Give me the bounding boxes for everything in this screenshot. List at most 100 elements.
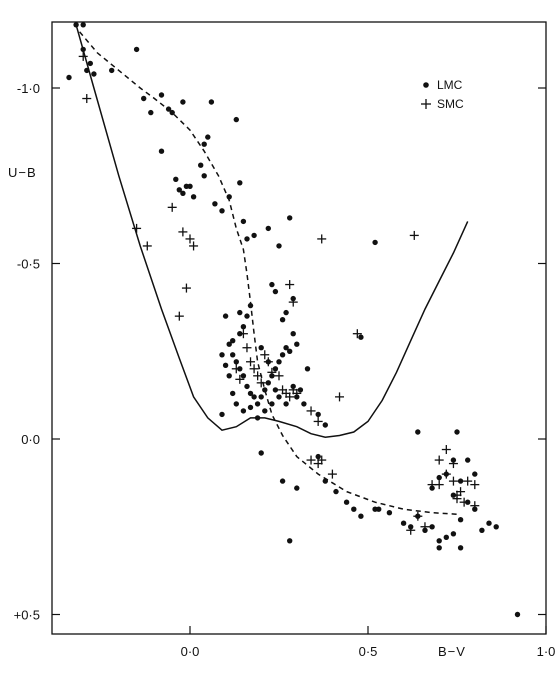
lmc-point <box>279 352 286 358</box>
smc-point <box>189 241 199 251</box>
lmc-point <box>279 317 286 323</box>
lmc-point <box>358 334 364 340</box>
lmc-point <box>226 341 232 347</box>
smc-point <box>352 329 362 339</box>
lmc-point <box>493 524 499 530</box>
lmc-point <box>73 22 79 28</box>
lmc-point <box>269 401 275 407</box>
lmc-point <box>315 411 321 418</box>
lmc-point <box>443 534 449 540</box>
lmc-point <box>109 67 115 74</box>
lmc-point <box>454 429 460 435</box>
lmc-point <box>237 309 243 316</box>
lmc-point <box>244 383 250 390</box>
lmc-point <box>87 60 94 67</box>
smc-point <box>413 511 423 521</box>
y-tick-label: +0·5 <box>14 608 40 623</box>
lmc-point <box>226 373 232 379</box>
smc-point <box>178 227 188 237</box>
smc-point <box>82 94 92 104</box>
lmc-point <box>198 162 204 168</box>
legend-lmc-marker <box>423 82 429 88</box>
lmc-point <box>230 390 236 397</box>
lmc-point <box>429 524 435 530</box>
lmc-point <box>254 415 261 421</box>
marks-layer <box>66 22 521 618</box>
lmc-point <box>315 453 321 460</box>
lmc-point <box>262 408 268 414</box>
lmc-point <box>283 309 289 316</box>
lmc-point <box>358 513 364 519</box>
lmc-point <box>279 478 286 484</box>
dashed-curve <box>79 31 461 516</box>
lmc-point <box>201 173 207 179</box>
lmc-point <box>230 352 236 358</box>
lmc-point <box>251 394 257 400</box>
smc-point <box>267 367 277 377</box>
lmc-point <box>457 478 464 484</box>
lmc-point <box>254 401 261 407</box>
lmc-point <box>187 183 193 189</box>
legend: LMC SMC <box>421 78 464 111</box>
lmc-point <box>180 190 186 196</box>
lmc-point <box>80 22 86 28</box>
smc-point <box>317 234 327 244</box>
lmc-point <box>158 92 165 98</box>
smc-point <box>142 241 152 251</box>
lmc-point <box>240 324 247 330</box>
lmc-point <box>450 531 457 537</box>
lmc-point <box>465 457 471 463</box>
smc-point <box>235 374 245 384</box>
solid-curve <box>75 24 469 438</box>
lmc-point <box>233 401 239 407</box>
lmc-point <box>436 545 442 551</box>
lmc-point <box>276 243 282 249</box>
lmc-point <box>514 611 521 618</box>
lmc-point <box>226 194 232 200</box>
lmc-point <box>251 232 257 239</box>
lmc-point <box>230 338 236 344</box>
curves-layer <box>75 24 469 516</box>
lmc-point <box>372 239 378 246</box>
lmc-point <box>287 215 293 221</box>
lmc-point <box>219 208 225 214</box>
lmc-point <box>165 106 172 112</box>
smc-point <box>420 522 430 532</box>
lmc-point <box>269 281 275 288</box>
smc-point <box>470 480 480 490</box>
plot-frame <box>51 21 547 635</box>
lmc-point <box>190 194 197 200</box>
lmc-point <box>247 302 254 309</box>
smc-point <box>434 455 444 465</box>
smc-point <box>335 392 345 402</box>
smc-point <box>246 357 256 367</box>
lmc-point <box>301 401 307 407</box>
lmc-point <box>91 71 97 77</box>
lmc-point <box>141 95 147 102</box>
smc-point <box>288 297 298 307</box>
lmc-point <box>400 520 407 526</box>
smc-point <box>441 469 451 479</box>
lmc-point <box>283 401 289 407</box>
y-tick-label: 0·0 <box>21 432 40 447</box>
lmc-point <box>272 387 279 393</box>
lmc-point <box>208 99 215 105</box>
smc-point <box>185 234 195 244</box>
lmc-point <box>265 380 271 386</box>
lmc-point <box>322 478 328 484</box>
lmc-point <box>415 429 421 435</box>
smc-point <box>132 223 142 233</box>
smc-point <box>306 406 316 416</box>
lmc-point <box>297 387 304 393</box>
lmc-point <box>80 46 86 53</box>
smc-point <box>470 501 480 511</box>
smc-point <box>292 388 302 398</box>
lmc-point <box>237 180 243 186</box>
lmc-point <box>472 471 478 477</box>
lmc-point <box>244 313 250 319</box>
lmc-point <box>287 538 293 544</box>
smc-point <box>459 497 469 507</box>
smc-point <box>274 371 284 381</box>
legend-smc-label: SMC <box>437 97 464 111</box>
lmc-point <box>265 225 271 232</box>
